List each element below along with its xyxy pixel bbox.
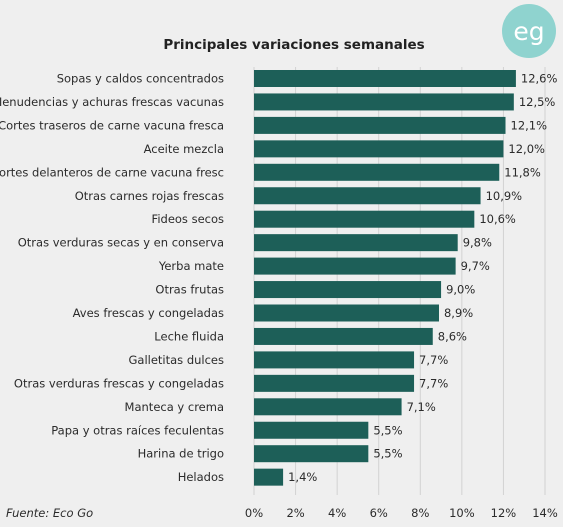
x-tick-label: 4% <box>328 506 346 520</box>
bar <box>254 234 458 252</box>
data-label: 7,7% <box>419 376 448 390</box>
category-labels: Sopas y caldos concentrados Menudencias y… <box>0 72 224 485</box>
data-label: 8,9% <box>444 306 473 320</box>
data-label: 12,0% <box>508 142 545 156</box>
category-label: Aceite mezcla <box>144 142 224 156</box>
bar <box>254 327 433 345</box>
data-label: 9,8% <box>463 236 492 250</box>
bar <box>254 468 284 486</box>
category-label: Otras carnes rojas frescas <box>75 189 224 203</box>
data-label: 5,5% <box>373 447 402 461</box>
category-label: Otras frutas <box>155 283 224 297</box>
bar <box>254 398 402 416</box>
x-tick-label: 0% <box>245 506 263 520</box>
x-tick-label: 8% <box>411 506 429 520</box>
eco-go-logo: eg <box>502 4 556 58</box>
logo-text: eg <box>513 17 544 46</box>
data-label: 7,7% <box>419 353 448 367</box>
category-label: Yerba mate <box>158 259 224 273</box>
data-label: 10,6% <box>479 212 516 226</box>
x-tick-label: 6% <box>370 506 388 520</box>
data-label: 9,7% <box>461 259 490 273</box>
data-label: 8,6% <box>438 329 467 343</box>
category-label: Cortes delanteros de carne vacuna fresc <box>0 165 224 179</box>
category-label: Papa y otras raíces feculentas <box>51 423 224 437</box>
category-label: Helados <box>178 470 224 484</box>
category-label: Leche fluida <box>154 329 224 343</box>
bar <box>254 445 369 463</box>
bar <box>254 351 415 369</box>
bar <box>254 70 516 87</box>
source-note: Fuente: Eco Go <box>6 506 93 520</box>
data-label: 11,8% <box>504 165 541 179</box>
data-label: 1,4% <box>288 470 317 484</box>
bar <box>254 374 415 392</box>
logo-circle <box>502 4 556 58</box>
data-label: 12,5% <box>519 95 556 109</box>
bar <box>254 257 456 275</box>
x-tick-label: 14% <box>532 506 558 520</box>
bar <box>254 304 439 322</box>
data-label: 10,9% <box>486 189 523 203</box>
category-label: Otras verduras secas y en conserva <box>18 236 224 250</box>
bar <box>254 210 475 228</box>
bar <box>254 421 369 439</box>
data-label: 9,0% <box>446 283 475 297</box>
x-tick-label: 12% <box>491 506 517 520</box>
category-label: Menudencias y achuras frescas vacunas <box>0 95 224 109</box>
category-label: Otras verduras frescas y congeladas <box>14 376 224 390</box>
value-labels: 12,6% 12,5% 12,1% 12,0% 11,8% 10,9% 10,6% 9,8% 9… <box>288 72 557 485</box>
category-label: Manteca y crema <box>125 400 224 414</box>
category-label: Sopas y caldos concentrados <box>57 72 224 86</box>
x-axis-ticks: 0% 2% 4% 6% 8% 10% 12% 14% <box>245 506 558 520</box>
bar <box>254 140 504 158</box>
x-tick-label: 10% <box>449 506 475 520</box>
data-label: 12,1% <box>511 118 548 132</box>
data-label: 5,5% <box>373 423 402 437</box>
x-tick-label: 2% <box>286 506 304 520</box>
category-label: Harina de trigo <box>138 447 224 461</box>
bar <box>254 93 514 111</box>
bar <box>254 281 442 299</box>
category-label: Aves frescas y congeladas <box>73 306 224 320</box>
category-label: Galletitas dulces <box>128 353 224 367</box>
category-label: Cortes traseros de carne vacuna fresca <box>0 118 224 132</box>
bar <box>254 163 500 181</box>
bar <box>254 187 481 205</box>
data-label: 7,1% <box>407 400 436 414</box>
category-label: Fideos secos <box>152 212 224 226</box>
bar <box>254 116 506 134</box>
bars <box>254 70 516 486</box>
data-label: 12,6% <box>521 72 558 86</box>
chart-title: Principales variaciones semanales <box>163 37 424 53</box>
